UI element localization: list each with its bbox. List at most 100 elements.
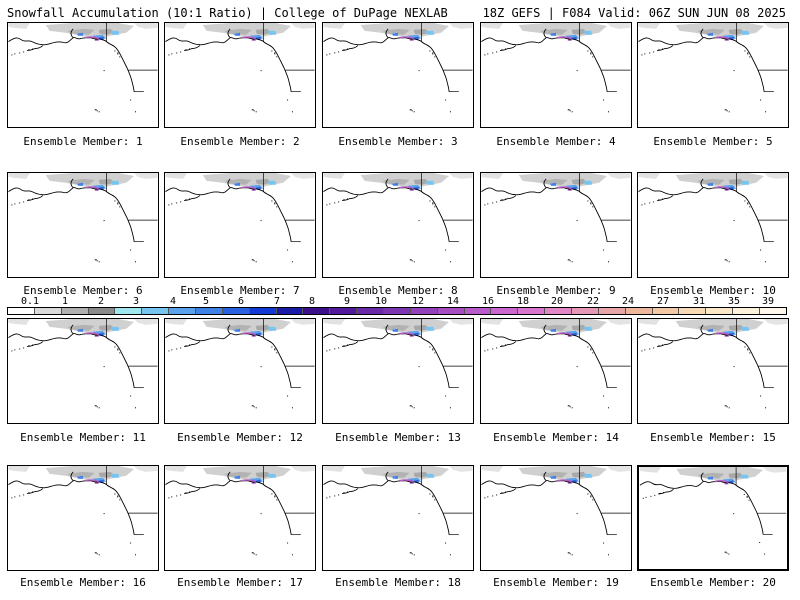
colorbar-label: 16	[481, 296, 495, 307]
colorbar-swatch	[545, 308, 573, 314]
ensemble-member-caption: Ensemble Member: 1	[23, 135, 143, 148]
colorbar-swatch	[679, 308, 707, 314]
north-pacific-map	[165, 319, 315, 409]
ensemble-map-panel[interactable]	[164, 318, 316, 424]
map-title: Snowfall Accumulation (10:1 Ratio) | Col…	[7, 6, 448, 20]
colorbar-swatch	[196, 308, 223, 314]
north-pacific-map	[638, 23, 788, 113]
ensemble-map-panel[interactable]	[7, 172, 159, 278]
colorbar-label: 1	[61, 296, 69, 307]
ensemble-map-panel[interactable]	[322, 22, 474, 128]
north-pacific-map	[481, 466, 631, 556]
colorbar-label: 0.1	[20, 296, 40, 307]
north-pacific-map	[481, 23, 631, 113]
north-pacific-map	[481, 319, 631, 409]
ensemble-member-caption: Ensemble Member: 17	[177, 576, 303, 589]
ensemble-member-caption: Ensemble Member: 2	[180, 135, 300, 148]
north-pacific-map	[323, 466, 473, 556]
colorbar-label: 27	[656, 296, 670, 307]
north-pacific-map	[8, 319, 158, 409]
north-pacific-map	[323, 319, 473, 409]
colorbar-swatch	[357, 308, 385, 314]
north-pacific-map	[165, 23, 315, 113]
ensemble-member-caption: Ensemble Member: 18	[335, 576, 461, 589]
ensemble-map-panel[interactable]	[480, 22, 632, 128]
ensemble-map-panel[interactable]	[637, 172, 789, 278]
snowfall-colorbar: 0.1 1 2 3 4 5 6 7 8 9 10 12 14 16 18 20 22 24 27 31 35 39	[7, 296, 787, 317]
ensemble-map-panel[interactable]	[480, 172, 632, 278]
ensemble-member-caption: Ensemble Member: 14	[493, 431, 619, 444]
ensemble-map-panel[interactable]	[7, 465, 159, 571]
north-pacific-map	[165, 466, 315, 556]
colorbar-swatch	[518, 308, 546, 314]
colorbar-swatch	[625, 308, 653, 314]
north-pacific-map	[8, 23, 158, 113]
north-pacific-map	[638, 319, 788, 409]
colorbar-label: 3	[132, 296, 140, 307]
ensemble-member-caption: Ensemble Member: 20	[650, 576, 776, 589]
ensemble-member-caption: Ensemble Member: 10	[650, 284, 776, 297]
colorbar-swatch	[115, 308, 143, 314]
ensemble-map-panel[interactable]	[164, 22, 316, 128]
colorbar-label: 12	[411, 296, 425, 307]
header: Snowfall Accumulation (10:1 Ratio) | Col…	[0, 0, 800, 22]
ensemble-map-panel[interactable]	[637, 22, 789, 128]
ensemble-member-caption: Ensemble Member: 13	[335, 431, 461, 444]
colorbar-swatch	[330, 308, 358, 314]
colorbar-swatch	[760, 308, 786, 314]
ensemble-map-panel[interactable]	[164, 172, 316, 278]
ensemble-map-panel[interactable]	[637, 465, 789, 571]
ensemble-map-panel[interactable]	[480, 318, 632, 424]
north-pacific-map	[638, 173, 788, 263]
colorbar-label: 14	[446, 296, 460, 307]
north-pacific-map	[481, 173, 631, 263]
colorbar-label: 5	[202, 296, 210, 307]
colorbar-swatch	[303, 308, 331, 314]
colorbar-swatch	[572, 308, 599, 314]
north-pacific-map	[639, 467, 787, 555]
ensemble-map-panel[interactable]	[322, 318, 474, 424]
colorbar-swatch	[142, 308, 170, 314]
run-valid-time: 18Z GEFS | F084 Valid: 06Z SUN JUN 08 20…	[482, 6, 786, 20]
ensemble-map-panel[interactable]	[322, 465, 474, 571]
ensemble-member-caption: Ensemble Member: 9	[496, 284, 616, 297]
colorbar-swatch	[491, 308, 519, 314]
colorbar-swatch	[249, 308, 277, 314]
colorbar-swatch	[410, 308, 438, 314]
colorbar-swatch	[384, 308, 411, 314]
colorbar-swatch	[733, 308, 761, 314]
colorbar-label: 8	[308, 296, 316, 307]
ensemble-member-caption: Ensemble Member: 3	[338, 135, 458, 148]
colorbar-label: 35	[727, 296, 741, 307]
colorbar-label: 9	[343, 296, 351, 307]
colorbar-swatch	[652, 308, 680, 314]
colorbar-swatch	[169, 308, 197, 314]
north-pacific-map	[8, 466, 158, 556]
colorbar-label: 10	[374, 296, 388, 307]
colorbar-label: 6	[237, 296, 245, 307]
ensemble-member-caption: Ensemble Member: 19	[493, 576, 619, 589]
ensemble-member-caption: Ensemble Member: 11	[20, 431, 146, 444]
ensemble-member-caption: Ensemble Member: 7	[180, 284, 300, 297]
colorbar-swatch	[706, 308, 734, 314]
colorbar-swatch	[437, 308, 465, 314]
colorbar-swatch	[61, 308, 89, 314]
colorbar-label: 7	[273, 296, 281, 307]
colorbar-swatch	[464, 308, 492, 314]
north-pacific-map	[8, 173, 158, 263]
ensemble-map-panel[interactable]	[480, 465, 632, 571]
ensemble-member-caption: Ensemble Member: 6	[23, 284, 143, 297]
ensemble-map-panel[interactable]	[637, 318, 789, 424]
ensemble-map-panel[interactable]	[322, 172, 474, 278]
ensemble-map-panel[interactable]	[164, 465, 316, 571]
colorbar-swatch	[8, 308, 35, 314]
colorbar-label: 31	[692, 296, 706, 307]
ensemble-member-caption: Ensemble Member: 12	[177, 431, 303, 444]
ensemble-member-caption: Ensemble Member: 8	[338, 284, 458, 297]
colorbar-label: 22	[586, 296, 600, 307]
colorbar-swatch	[276, 308, 304, 314]
colorbar-label: 18	[516, 296, 530, 307]
ensemble-map-panel[interactable]	[7, 22, 159, 128]
ensemble-map-panel[interactable]	[7, 318, 159, 424]
colorbar-swatch	[222, 308, 250, 314]
